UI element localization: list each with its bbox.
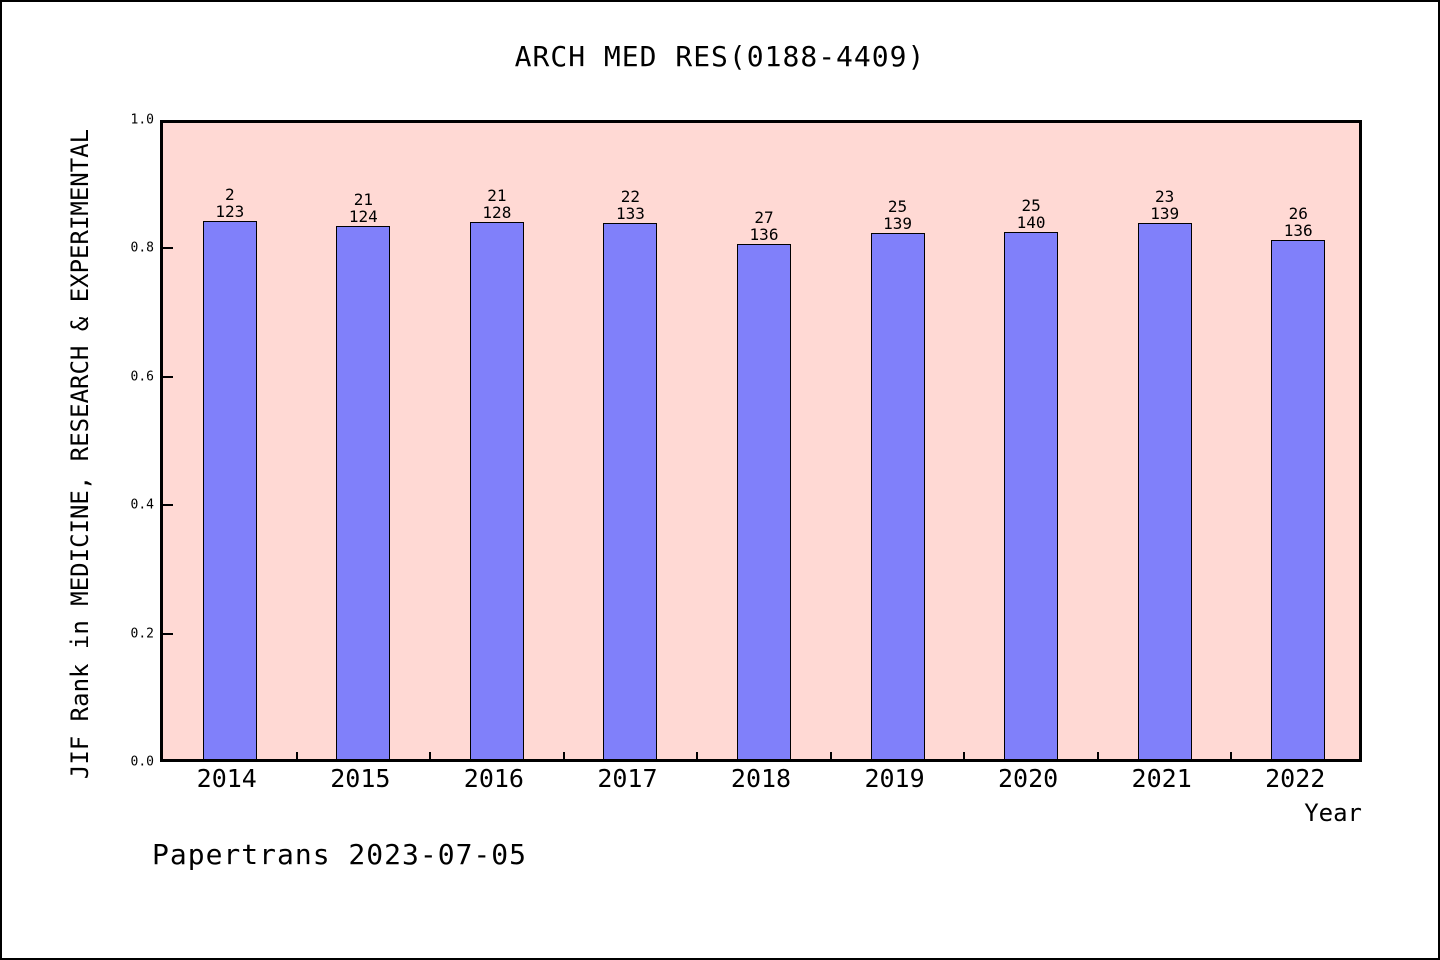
bar-label-total: 128 [482, 203, 512, 223]
bar [603, 223, 658, 759]
y-axis-label: JIF Rank in MEDICINE, RESEARCH & EXPERIM… [66, 128, 94, 780]
x-tick-label: 2015 [330, 764, 391, 793]
bar-label-rank: 21 [487, 186, 507, 206]
x-tick-label: 2017 [597, 764, 658, 793]
y-tick-mark [163, 504, 173, 507]
chart-title: ARCH MED RES(0188-4409) [514, 40, 926, 73]
y-tick-label: 0.0 [130, 754, 154, 770]
y-tick-label: 0.4 [130, 497, 154, 513]
bar-annotation: 22 133 [616, 188, 645, 222]
x-tick-label: 2021 [1131, 764, 1192, 793]
bar-annotation: 25 139 [883, 198, 912, 232]
y-tick-mark [163, 375, 173, 378]
bar-label-rank: 2 [224, 185, 235, 205]
x-minor-tick [1230, 752, 1233, 759]
x-tick-label: 2020 [998, 764, 1059, 793]
x-minor-tick [562, 752, 565, 759]
x-minor-tick [429, 752, 432, 759]
y-tick-label: 1.0 [130, 112, 154, 128]
bar-label-total: 133 [615, 204, 645, 224]
bar-annotation: 21 128 [482, 187, 511, 221]
x-minor-tick [1096, 752, 1099, 759]
y-tick-mark [163, 632, 173, 635]
x-minor-tick [829, 752, 832, 759]
footer-text: Papertrans 2023-07-05 [152, 838, 528, 871]
bar-label-total: 136 [749, 225, 779, 245]
y-tick-label: 0.2 [130, 626, 154, 642]
y-tick-label: 0.8 [130, 240, 154, 256]
bar [1137, 223, 1192, 759]
y-tick-mark [163, 247, 173, 250]
bar-label-rank: 26 [1288, 203, 1308, 223]
bar-label-total: 136 [1283, 220, 1313, 240]
bar [1004, 231, 1059, 759]
bar-label-rank: 25 [887, 196, 908, 216]
x-tick-label: 2018 [730, 764, 792, 793]
bar-label-total: 124 [348, 206, 378, 226]
bar-annotation: 21 124 [349, 191, 378, 225]
bar-label-rank: 23 [1155, 187, 1175, 207]
x-minor-tick [963, 752, 966, 759]
bar-label-rank: 27 [754, 208, 774, 228]
x-axis-label: Year [1304, 799, 1362, 827]
bar-label-total: 140 [1016, 212, 1046, 232]
x-tick-label: 2019 [864, 764, 925, 793]
bar [202, 221, 257, 759]
x-tick-label: 2022 [1265, 764, 1326, 793]
bar-annotation: 25 140 [1017, 197, 1046, 231]
y-tick-label: 0.6 [130, 369, 154, 385]
x-minor-tick [696, 752, 699, 759]
x-tick-label: 2016 [463, 764, 524, 793]
bar-label-total: 139 [883, 213, 912, 233]
bar-annotation: 26 136 [1284, 205, 1313, 239]
bar-annotation: 27 136 [750, 209, 779, 243]
bar-annotation: 23 139 [1150, 188, 1179, 222]
bar-annotation: 2 123 [215, 186, 244, 220]
bar [737, 244, 791, 759]
bar [469, 222, 524, 759]
bar-label-rank: 22 [620, 187, 641, 207]
bar-label-total: 139 [1150, 204, 1180, 224]
bar [870, 232, 925, 759]
bar-label-rank: 21 [353, 189, 373, 209]
bar-label-rank: 25 [1021, 195, 1041, 215]
bar-label-total: 123 [215, 202, 245, 222]
x-minor-tick [295, 752, 298, 759]
bar [1271, 239, 1326, 759]
bar [336, 225, 391, 759]
x-tick-label: 2014 [196, 764, 257, 793]
plot-area: 2 123 21 124 21 128 22 133 27 136 25 139 25 140 23 139 2… [160, 120, 1362, 762]
